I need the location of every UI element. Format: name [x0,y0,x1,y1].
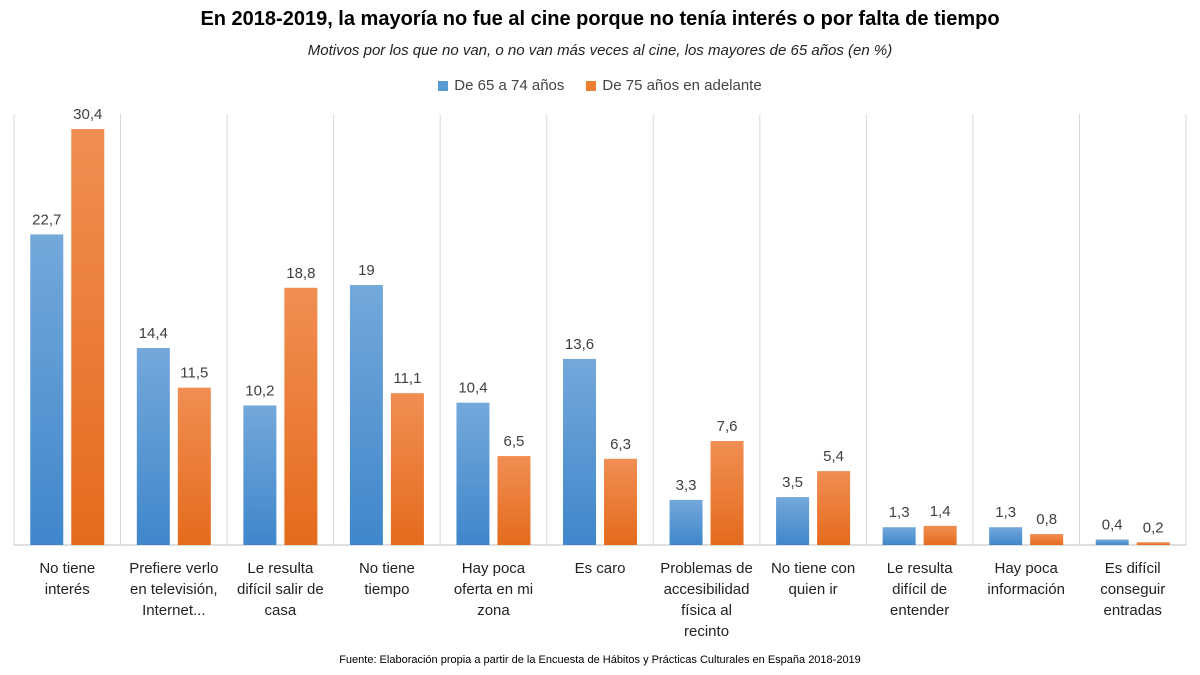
source-note: Fuente: Elaboración propia a partir de l… [339,654,861,666]
category-label-7-line-2: accesibilidad [664,581,750,598]
data-label-series-1-cat-10: 1,3 [995,504,1016,521]
category-label-1-line-2: interés [45,581,90,598]
category-label-2-line-2: en televisión, [130,581,218,598]
data-label-series-2-cat-7: 7,6 [717,418,738,435]
bar-series-2-cat-8 [817,471,851,545]
data-label-series-1-cat-8: 3,5 [782,474,803,491]
category-label-9-line-2: difícil de [892,581,947,598]
bar-series-2-cat-11 [1136,542,1170,545]
category-label-8-line-1: No tiene con [771,560,855,577]
category-label-1-line-1: No tiene [39,560,95,577]
bar-series-1-cat-6 [563,358,596,545]
data-label-series-2-cat-10: 0,8 [1036,511,1057,528]
data-label-series-2-cat-4: 11,1 [393,370,421,387]
category-label-4-line-2: tiempo [364,581,409,598]
category-label-11-line-2: conseguir [1100,581,1165,598]
data-label-series-2-cat-3: 18,8 [286,265,315,282]
data-label-series-1-cat-5: 10,4 [458,380,487,397]
category-label-5-line-2: oferta en mi [454,581,533,598]
legend: De 65 a 74 años De 75 años en adelante [0,77,1200,94]
data-label-series-1-cat-7: 3,3 [676,477,697,494]
category-label-5-line-1: Hay poca [462,560,526,577]
bar-series-1-cat-2 [136,347,170,545]
category-label-4-line-1: No tiene [359,560,415,577]
data-label-series-2-cat-9: 1,4 [930,503,951,520]
data-label-series-1-cat-1: 22,7 [32,211,61,228]
bar-series-1-cat-5 [456,402,490,545]
category-label-9-line-1: Le resulta [887,560,954,577]
category-label-7-line-3: física al [681,602,732,619]
bar-series-1-cat-10 [989,527,1023,545]
bar-series-1-cat-1 [30,234,64,545]
category-label-7-line-4: recinto [684,623,729,640]
bar-series-1-cat-3 [243,405,277,545]
chart-title: En 2018-2019, la mayoría no fue al cine … [200,8,1000,30]
bar-series-1-cat-9 [882,527,916,545]
data-label-series-1-cat-3: 10,2 [245,382,274,399]
legend-item-series-1: De 65 a 74 años [438,77,564,94]
category-label-6-line-1: Es caro [575,560,626,577]
category-label-8-line-2: quien ir [788,581,837,598]
bar-series-2-cat-5 [497,456,531,545]
data-label-series-2-cat-5: 6,5 [504,433,525,450]
legend-swatch-series-2 [586,80,597,91]
category-label-2-line-1: Prefiere verlo [129,560,218,577]
legend-label-series-2: De 75 años en adelante [602,77,762,94]
data-label-series-1-cat-11: 0,4 [1102,517,1123,534]
bar-series-2-cat-10 [1030,534,1064,545]
bar-series-2-cat-6 [604,458,637,545]
bar-series-1-cat-7 [669,499,703,545]
data-label-series-1-cat-9: 1,3 [889,504,910,521]
category-label-3-line-3: casa [265,602,297,619]
category-label-10-line-1: Hay poca [994,560,1058,577]
data-label-series-2-cat-6: 6,3 [610,436,631,453]
legend-item-series-2: De 75 años en adelante [586,77,762,94]
bar-series-1-cat-11 [1095,539,1129,545]
category-label-5-line-3: zona [477,602,510,619]
legend-swatch-series-1 [438,80,449,91]
bar-series-1-cat-8 [776,497,810,545]
bar-series-2-cat-2 [177,387,211,545]
chart-subtitle: Motivos por los que no van, o no van más… [307,42,893,59]
category-label-3-line-2: difícil salir de [237,581,324,598]
bar-series-2-cat-1 [71,129,105,546]
bar-series-2-cat-9 [923,525,957,545]
category-label-11-line-1: Es difícil [1105,560,1161,577]
legend-label-series-1: De 65 a 74 años [454,77,565,94]
category-label-11-line-3: entradas [1104,602,1162,619]
bar-series-2-cat-7 [710,441,744,545]
bar-series-2-cat-4 [390,393,424,545]
category-label-3-line-1: Le resulta [247,560,314,577]
bar-series-1-cat-4 [349,285,383,545]
data-label-series-1-cat-2: 14,4 [139,325,168,342]
data-label-series-2-cat-11: 0,2 [1143,519,1164,536]
data-label-series-2-cat-8: 5,4 [823,448,844,465]
data-label-series-1-cat-6: 13,6 [565,336,594,353]
data-label-series-1-cat-4: 19 [358,262,375,279]
data-label-series-2-cat-2: 11,5 [180,365,208,382]
category-label-9-line-3: entender [890,602,949,619]
category-label-10-line-2: información [987,581,1065,598]
bar-series-2-cat-3 [284,287,318,545]
category-label-7-line-1: Problemas de [660,560,753,577]
category-label-2-line-3: Internet... [142,602,205,619]
data-label-series-2-cat-1: 30,4 [73,106,102,123]
